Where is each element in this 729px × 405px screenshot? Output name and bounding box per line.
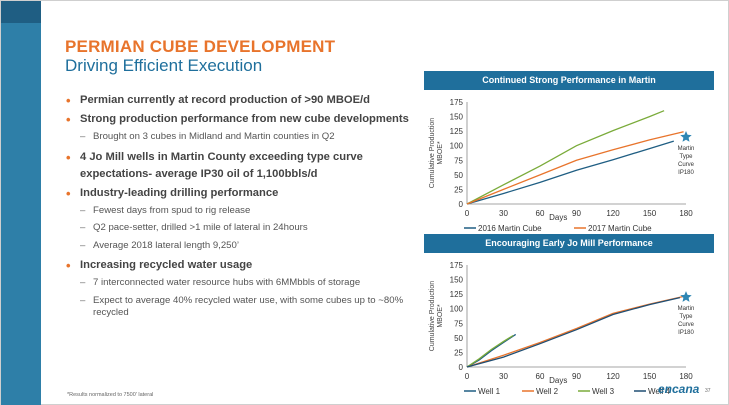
encana-logo: encana: [658, 382, 700, 396]
x-tick-label: 120: [606, 372, 620, 381]
x-tick-label: 90: [572, 372, 581, 381]
bullet-item: 4 Jo Mill wells in Martin County exceedi…: [65, 149, 410, 183]
sub-bullet-item: Brought on 3 cubes in Midland and Martin…: [65, 131, 410, 144]
x-tick-label: 30: [499, 209, 508, 218]
y-tick-label: 50: [454, 334, 463, 343]
legend-label: 2016 Martin Cube: [478, 224, 542, 233]
legend-label: Well 3: [592, 387, 615, 396]
bullet-item: Strong production performance from new c…: [65, 111, 410, 128]
bullet-item: Permian currently at record production o…: [65, 92, 410, 109]
y-tick-label: 100: [450, 305, 464, 314]
series-line: [466, 110, 665, 205]
x-tick-label: 30: [499, 372, 508, 381]
chart-martin-performance: 0 25 50 75 100 125 150 175 0 30 60 90 120 150 180 Days C…: [429, 98, 695, 233]
series-line: [466, 333, 517, 368]
sub-bullet-item: Fewest days from spud to rig release: [65, 205, 410, 218]
y-axis-label-line: Cumulative Production: [429, 281, 436, 352]
chart-panel-jo-mill: Encouraging Early Jo Mill Performance 0 2…: [424, 234, 714, 405]
y-tick-label: 25: [454, 185, 463, 194]
x-tick-label: 150: [643, 372, 657, 381]
annotation-label: Curve: [678, 322, 695, 328]
bullet-item: Industry-leading drilling performance: [65, 185, 410, 202]
series-line: [466, 131, 684, 205]
sub-bullet-item: Average 2018 lateral length 9,250’: [65, 240, 410, 253]
legend-label: Well 2: [536, 387, 559, 396]
type-curve-star-icon: [680, 131, 692, 142]
annotation-label: Curve: [678, 162, 695, 168]
y-tick-label: 0: [459, 200, 464, 209]
x-tick-label: 90: [572, 209, 581, 218]
y-tick-label: 125: [450, 127, 464, 136]
y-tick-label: 100: [450, 142, 464, 151]
footnote: *Results normalized to 7500' lateral: [67, 392, 154, 398]
x-tick-label: 120: [606, 209, 620, 218]
y-axis-label: Cumulative ProductionMBOE*: [429, 281, 444, 352]
annotation-label: Martin: [678, 306, 695, 312]
sub-bullet-item: Expect to average 40% recycled water use…: [65, 295, 410, 320]
x-tick-label: 180: [679, 372, 693, 381]
x-tick-label: 60: [536, 209, 545, 218]
page-number: 37: [705, 388, 711, 394]
series-line: [466, 334, 514, 368]
slide-title: PERMIAN CUBE DEVELOPMENT: [65, 37, 336, 56]
slide-subtitle: Driving Efficient Execution: [65, 56, 263, 75]
x-tick-label: 180: [679, 209, 693, 218]
chart-jo-mill-performance: 0 25 50 75 100 125 150 175 0 30 60 90 120 150 180 Days C…: [429, 261, 695, 396]
y-tick-label: 75: [454, 319, 463, 328]
annotation-label: Martin: [678, 146, 695, 152]
type-curve-star-icon: [680, 291, 692, 302]
y-tick-label: 175: [450, 261, 464, 270]
annotation-label: Type: [679, 154, 693, 160]
x-axis-label: Days: [549, 213, 567, 222]
sub-bullet-item: 7 interconnected water resource hubs wit…: [65, 277, 410, 290]
x-tick-label: 60: [536, 372, 545, 381]
y-tick-label: 25: [454, 348, 463, 357]
annotation-label: Type: [679, 314, 693, 320]
series-line: [466, 296, 681, 368]
y-axis-label-line: Cumulative Production: [429, 118, 436, 189]
sidebar-band: [1, 1, 41, 405]
x-axis-label: Days: [549, 376, 567, 385]
chart-title: Encouraging Early Jo Mill Performance: [424, 234, 714, 253]
y-tick-label: 150: [450, 113, 464, 122]
annotation-label: IP180: [678, 170, 694, 176]
sub-bullet-item: Q2 pace-setter, drilled >1 mile of later…: [65, 222, 410, 235]
series-line: [466, 140, 674, 205]
y-axis-label-line: MBOE*: [437, 141, 444, 165]
legend-label: 2017 Martin Cube: [588, 224, 652, 233]
x-tick-label: 0: [465, 372, 470, 381]
y-tick-label: 150: [450, 276, 464, 285]
y-axis-label: Cumulative ProductionMBOE*: [429, 118, 444, 189]
y-axis-label-line: MBOE*: [437, 304, 444, 328]
legend-label: Well 1: [478, 387, 501, 396]
legend-label: Well 4: [648, 387, 671, 396]
series-line: [466, 295, 687, 368]
sidebar-band-top: [1, 1, 41, 23]
y-tick-label: 175: [450, 98, 464, 107]
y-tick-label: 125: [450, 290, 464, 299]
chart-panel-martin: Continued Strong Performance in Martin 0…: [424, 71, 714, 245]
y-tick-label: 75: [454, 156, 463, 165]
x-tick-label: 150: [643, 209, 657, 218]
annotation-label: IP180: [678, 330, 694, 336]
bullet-item: Increasing recycled water usage: [65, 257, 410, 274]
chart-title: Continued Strong Performance in Martin: [424, 71, 714, 90]
y-tick-label: 50: [454, 171, 463, 180]
x-tick-label: 0: [465, 209, 470, 218]
bullet-list: Permian currently at record production o…: [65, 92, 410, 325]
y-tick-label: 0: [459, 363, 464, 372]
